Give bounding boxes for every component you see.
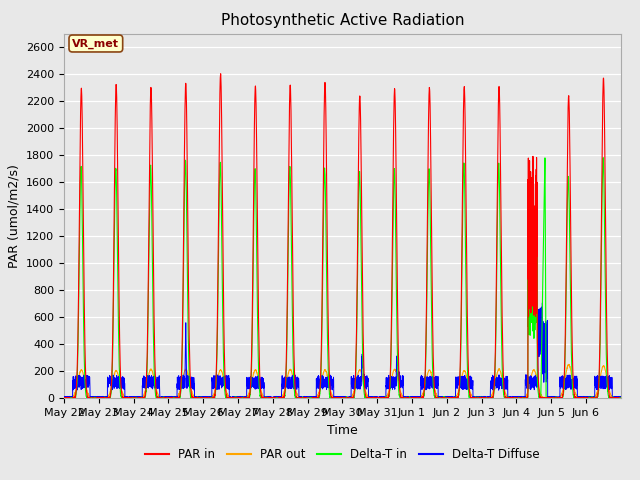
Delta-T in <box>60 396 68 401</box>
Delta-T Diffuse <box>393 355 401 360</box>
Delta-T Diffuse <box>523 385 531 391</box>
PAR in <box>523 395 531 401</box>
Delta-T in <box>363 396 371 401</box>
Delta-T Diffuse <box>538 300 546 306</box>
PAR out <box>617 396 625 401</box>
Delta-T Diffuse <box>232 396 239 401</box>
PAR in <box>176 394 184 399</box>
Delta-T Diffuse <box>495 385 503 391</box>
PAR in <box>617 396 625 401</box>
PAR out <box>60 396 68 401</box>
Legend: PAR in, PAR out, Delta-T in, Delta-T Diffuse: PAR in, PAR out, Delta-T in, Delta-T Dif… <box>140 443 545 466</box>
PAR in <box>61 396 68 401</box>
PAR out <box>364 393 371 398</box>
Delta-T Diffuse <box>175 386 183 392</box>
PAR out <box>495 366 503 372</box>
PAR out <box>565 361 573 367</box>
Line: PAR in: PAR in <box>64 74 621 398</box>
Y-axis label: PAR (umol/m2/s): PAR (umol/m2/s) <box>8 164 20 268</box>
Delta-T in <box>393 321 401 326</box>
PAR in <box>393 262 401 267</box>
PAR out <box>393 372 401 378</box>
X-axis label: Time: Time <box>327 424 358 437</box>
PAR out <box>523 393 531 398</box>
Delta-T Diffuse <box>617 394 625 399</box>
PAR in <box>60 395 68 401</box>
Delta-T in <box>523 395 531 401</box>
PAR in <box>495 87 503 93</box>
Delta-T in <box>537 396 545 401</box>
Text: VR_met: VR_met <box>72 38 119 48</box>
Line: Delta-T Diffuse: Delta-T Diffuse <box>64 303 621 398</box>
Title: Photosynthetic Active Radiation: Photosynthetic Active Radiation <box>221 13 464 28</box>
Delta-T in <box>617 395 625 401</box>
Delta-T Diffuse <box>364 377 371 383</box>
PAR in <box>217 71 225 77</box>
Delta-T Diffuse <box>60 394 68 400</box>
Delta-T in <box>599 155 607 160</box>
PAR out <box>176 390 184 396</box>
PAR out <box>537 392 545 397</box>
PAR out <box>60 396 68 401</box>
PAR in <box>537 395 545 400</box>
Delta-T in <box>495 167 503 173</box>
Line: Delta-T in: Delta-T in <box>64 157 621 398</box>
Delta-T Diffuse <box>537 330 545 336</box>
Line: PAR out: PAR out <box>64 364 621 398</box>
Delta-T in <box>175 395 183 401</box>
PAR in <box>364 396 371 401</box>
